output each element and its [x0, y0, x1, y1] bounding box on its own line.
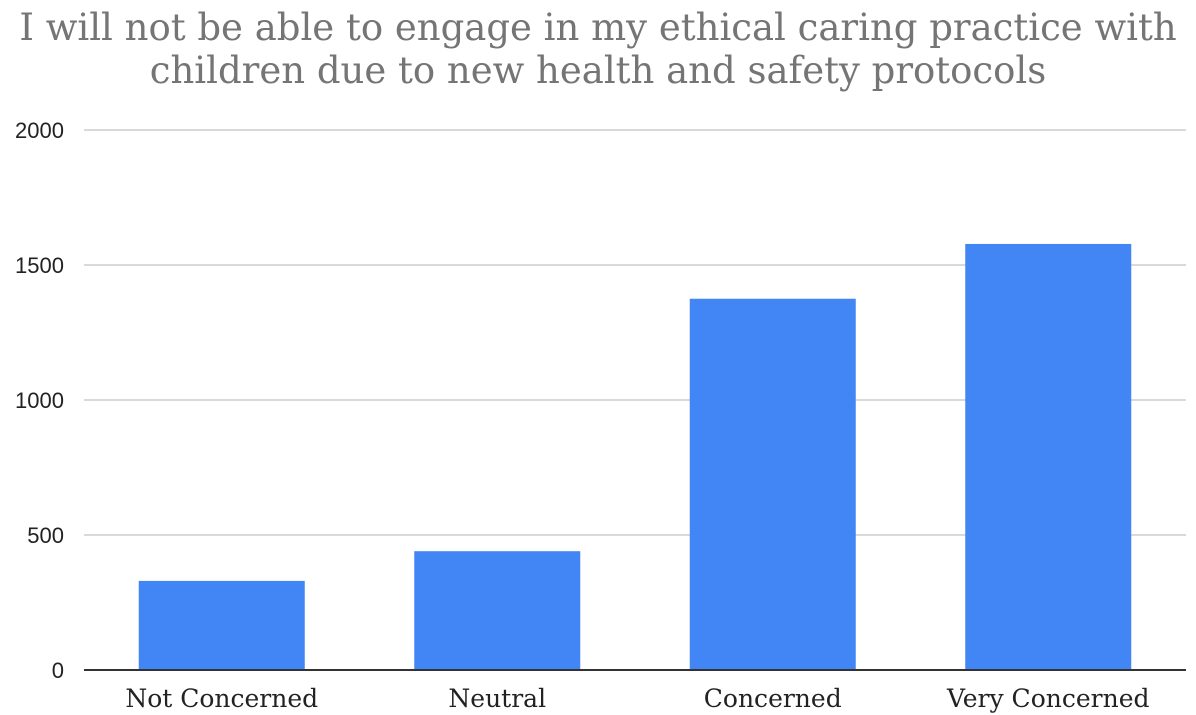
y-tick-label: 500 — [27, 523, 64, 548]
y-tick-label: 2000 — [15, 118, 64, 143]
y-tick-label: 1000 — [15, 388, 64, 413]
bar — [965, 243, 1132, 670]
bar — [138, 580, 305, 670]
x-tick-label: Not Concerned — [125, 684, 318, 713]
bar — [689, 298, 856, 670]
y-tick-label: 0 — [52, 658, 64, 683]
x-tick-label: Very Concerned — [946, 684, 1150, 713]
x-tick-label: Concerned — [704, 684, 842, 713]
bars — [138, 243, 1132, 670]
bar — [414, 551, 581, 670]
chart-title-line-1: I will not be able to engage in my ethic… — [19, 6, 1176, 49]
chart-title-line-2: children due to new health and safety pr… — [150, 49, 1047, 92]
y-axis-tick-labels: 0 500 1000 1500 2000 — [15, 118, 64, 683]
x-tick-label: Neutral — [448, 684, 546, 713]
x-axis-tick-labels: Not Concerned Neutral Concerned Very Concer… — [125, 684, 1149, 713]
y-tick-label: 1500 — [15, 253, 64, 278]
chart-title: I will not be able to engage in my ethic… — [19, 6, 1176, 92]
